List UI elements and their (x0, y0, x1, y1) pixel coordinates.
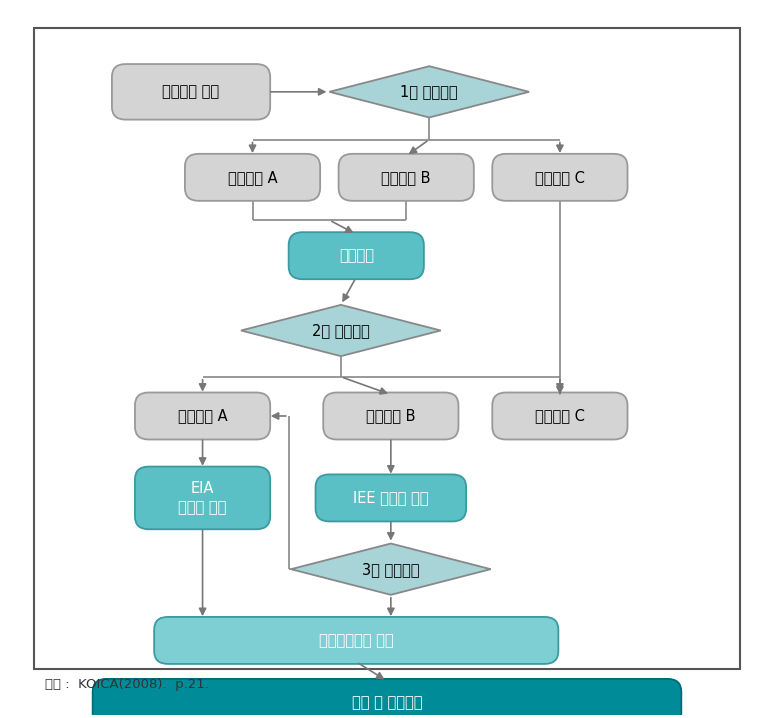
FancyBboxPatch shape (185, 154, 320, 201)
Text: IEE 수준의 조사: IEE 수준의 조사 (353, 490, 429, 505)
Text: 최종보고서의 작성: 최종보고서의 작성 (319, 633, 393, 648)
Text: 이행 및 모니터링: 이행 및 모니터링 (351, 695, 423, 710)
Text: 2차 스크리닝: 2차 스크리닝 (312, 323, 370, 338)
Text: 프로젝트 요청: 프로젝트 요청 (163, 84, 220, 99)
Polygon shape (241, 305, 440, 356)
Text: 3차 스크리닝: 3차 스크리닝 (362, 561, 420, 577)
Text: 카테고리 A: 카테고리 A (178, 409, 228, 424)
Polygon shape (291, 544, 491, 595)
FancyBboxPatch shape (338, 154, 474, 201)
FancyBboxPatch shape (316, 475, 466, 521)
FancyBboxPatch shape (154, 617, 558, 664)
FancyBboxPatch shape (492, 154, 628, 201)
Text: 1차 스크리닝: 1차 스크리닝 (400, 84, 458, 99)
FancyBboxPatch shape (112, 64, 270, 120)
Text: 카테고리 C: 카테고리 C (535, 409, 585, 424)
FancyBboxPatch shape (93, 679, 681, 718)
Text: 카테고리 C: 카테고리 C (535, 170, 585, 185)
Text: EIA
수준의 조사: EIA 수준의 조사 (178, 481, 227, 515)
FancyBboxPatch shape (135, 467, 270, 529)
FancyBboxPatch shape (289, 232, 424, 279)
FancyBboxPatch shape (492, 393, 628, 439)
FancyBboxPatch shape (135, 393, 270, 439)
Text: 사전조사: 사전조사 (339, 248, 374, 264)
Text: 카테고리 A: 카테고리 A (228, 170, 277, 185)
Text: 자료 :  KOICA(2008).  p.21.: 자료 : KOICA(2008). p.21. (45, 679, 209, 691)
Polygon shape (330, 66, 529, 118)
Text: 카테고리 B: 카테고리 B (382, 170, 431, 185)
FancyBboxPatch shape (324, 393, 458, 439)
Text: 카테고리 B: 카테고리 B (366, 409, 416, 424)
